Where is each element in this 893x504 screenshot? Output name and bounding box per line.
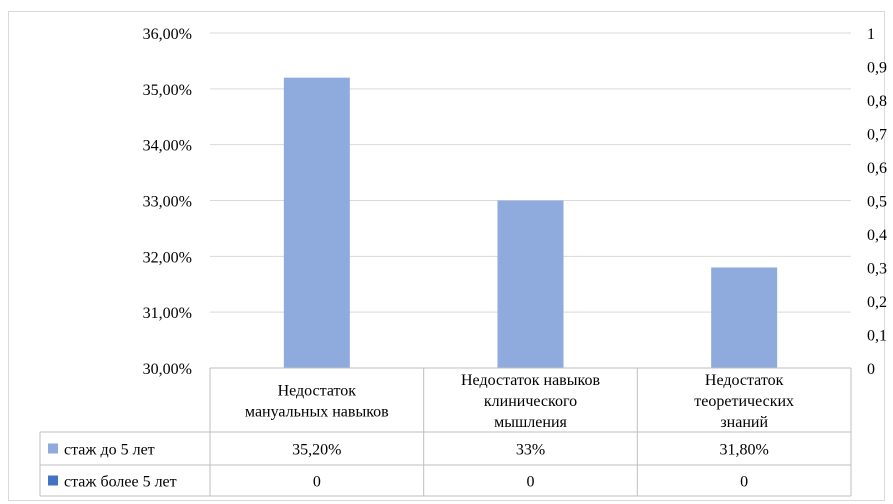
y-tick-label-right: 0,4 (867, 227, 887, 244)
bar-1-1 (283, 77, 350, 369)
y-tick-label-left: 36,00% (143, 26, 192, 43)
category-label: Недостаток теоретических знаний (694, 372, 794, 431)
bar-1-2 (497, 200, 564, 368)
legend-entry: стаж до 5 лет (64, 442, 155, 459)
legend-key-1 (48, 443, 58, 454)
category-label: Недостаток мануальных навыков (245, 383, 389, 421)
chart-frame (8, 11, 885, 501)
data-label: 31,80% (720, 442, 769, 459)
data-label: 0 (740, 474, 748, 491)
category-label: Недостаток навыков клинического мышления (461, 372, 600, 431)
data-label: 0 (527, 474, 535, 491)
legend-entry: стаж более 5 лет (64, 474, 177, 491)
y-tick-label-right: 0,1 (867, 328, 887, 345)
y-tick-label-left: 35,00% (143, 82, 192, 99)
bar-1-3 (711, 267, 778, 368)
y-tick-label-left: 32,00% (143, 249, 192, 266)
y-tick-label-right: 0,2 (867, 294, 887, 311)
y-tick-label-left: 30,00% (143, 361, 192, 378)
y-tick-label-right: 0 (867, 361, 875, 378)
y-tick-label-right: 0,3 (867, 261, 887, 278)
y-tick-label-right: 1 (867, 26, 875, 43)
data-label: 35,20% (292, 442, 341, 459)
data-label: 33% (516, 442, 545, 459)
data-label: 0 (313, 474, 321, 491)
y-tick-label-right: 0,6 (867, 160, 887, 177)
y-tick-label-right: 0,5 (867, 194, 887, 211)
y-tick-label-left: 31,00% (143, 305, 192, 322)
y-tick-label-right: 0,7 (867, 127, 887, 144)
y-tick-label-left: 33,00% (143, 194, 192, 211)
y-tick-label-left: 34,00% (143, 138, 192, 155)
legend-key-2 (48, 475, 58, 486)
y-tick-label-right: 0,8 (867, 93, 887, 110)
y-tick-label-right: 0,9 (867, 60, 887, 77)
